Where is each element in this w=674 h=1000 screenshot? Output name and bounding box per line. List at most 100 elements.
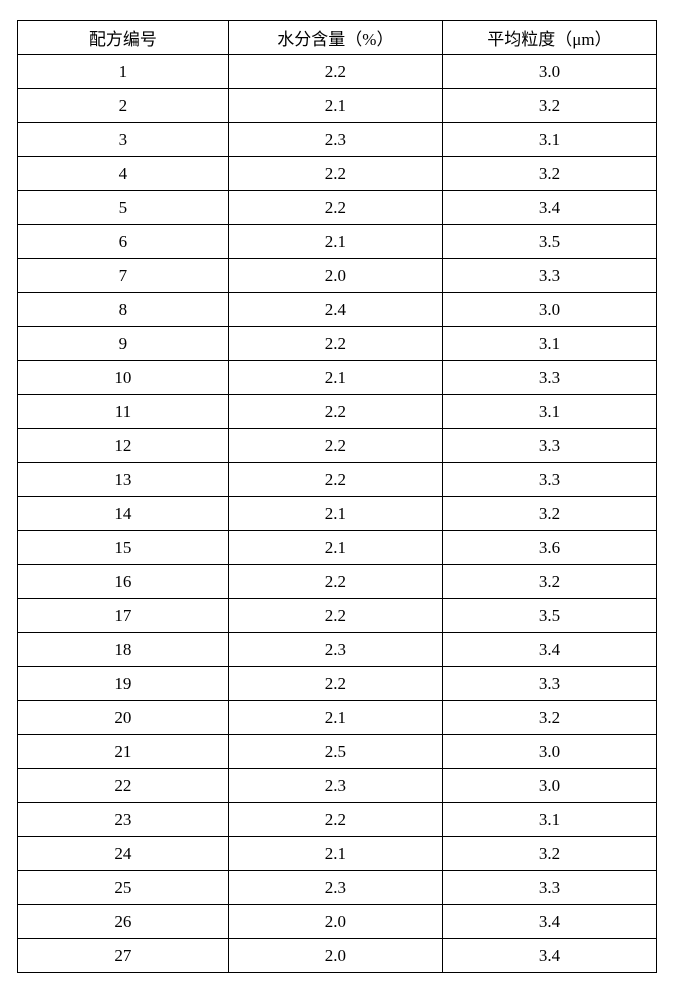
table-cell: 3.4 [442,905,656,939]
table-row: 62.13.5 [18,225,657,259]
table-cell: 3.0 [442,769,656,803]
table-cell: 14 [18,497,229,531]
table-cell: 3.1 [442,803,656,837]
table-cell: 3.5 [442,225,656,259]
table-row: 32.33.1 [18,123,657,157]
table-cell: 3.3 [442,429,656,463]
table-cell: 18 [18,633,229,667]
table-cell: 2.4 [228,293,442,327]
table-row: 142.13.2 [18,497,657,531]
table-cell: 3 [18,123,229,157]
table-cell: 2.5 [228,735,442,769]
table-row: 92.23.1 [18,327,657,361]
table-cell: 6 [18,225,229,259]
table-cell: 11 [18,395,229,429]
table-cell: 2.1 [228,837,442,871]
column-header-particle: 平均粒度（μm） [442,21,656,55]
table-cell: 2.1 [228,89,442,123]
table-row: 182.33.4 [18,633,657,667]
table-cell: 3.3 [442,463,656,497]
table-cell: 2.2 [228,55,442,89]
table-cell: 2.1 [228,701,442,735]
table-row: 232.23.1 [18,803,657,837]
table-cell: 3.4 [442,633,656,667]
table-row: 252.33.3 [18,871,657,905]
table-cell: 2.2 [228,429,442,463]
table-row: 122.23.3 [18,429,657,463]
table-cell: 3.0 [442,55,656,89]
table-row: 42.23.2 [18,157,657,191]
table-cell: 2.0 [228,905,442,939]
table-cell: 7 [18,259,229,293]
table-cell: 2.2 [228,599,442,633]
table-cell: 2.2 [228,803,442,837]
table-cell: 3.4 [442,191,656,225]
table-row: 162.23.2 [18,565,657,599]
table-cell: 27 [18,939,229,973]
table-cell: 13 [18,463,229,497]
table-cell: 3.1 [442,123,656,157]
table-row: 22.13.2 [18,89,657,123]
table-cell: 2.2 [228,327,442,361]
table-cell: 3.2 [442,701,656,735]
table-cell: 2.0 [228,259,442,293]
table-cell: 2.3 [228,633,442,667]
table-cell: 26 [18,905,229,939]
table-cell: 5 [18,191,229,225]
table-row: 242.13.2 [18,837,657,871]
table-cell: 1 [18,55,229,89]
table-cell: 16 [18,565,229,599]
table-cell: 2.2 [228,395,442,429]
table-cell: 20 [18,701,229,735]
column-header-id: 配方编号 [18,21,229,55]
data-table: 配方编号 水分含量（%） 平均粒度（μm） 12.23.022.13.232.3… [17,20,657,973]
table-row: 152.13.6 [18,531,657,565]
table-cell: 2 [18,89,229,123]
table-cell: 2.0 [228,939,442,973]
table-cell: 3.0 [442,293,656,327]
data-table-container: 配方编号 水分含量（%） 平均粒度（μm） 12.23.022.13.232.3… [17,20,657,973]
table-cell: 2.3 [228,123,442,157]
table-cell: 2.1 [228,497,442,531]
table-cell: 2.1 [228,531,442,565]
table-cell: 15 [18,531,229,565]
table-cell: 19 [18,667,229,701]
table-cell: 3.3 [442,871,656,905]
table-cell: 3.5 [442,599,656,633]
table-cell: 3.2 [442,89,656,123]
table-cell: 3.1 [442,327,656,361]
table-row: 222.33.0 [18,769,657,803]
table-cell: 2.2 [228,463,442,497]
table-cell: 2.3 [228,871,442,905]
table-cell: 17 [18,599,229,633]
table-cell: 2.1 [228,225,442,259]
table-cell: 3.1 [442,395,656,429]
table-row: 52.23.4 [18,191,657,225]
table-body: 12.23.022.13.232.33.142.23.252.23.462.13… [18,55,657,973]
table-cell: 3.3 [442,361,656,395]
table-cell: 2.2 [228,565,442,599]
table-row: 112.23.1 [18,395,657,429]
table-cell: 3.4 [442,939,656,973]
table-cell: 24 [18,837,229,871]
table-cell: 2.1 [228,361,442,395]
table-row: 202.13.2 [18,701,657,735]
table-cell: 2.3 [228,769,442,803]
table-cell: 2.2 [228,157,442,191]
table-cell: 3.2 [442,157,656,191]
table-cell: 25 [18,871,229,905]
column-header-moisture: 水分含量（%） [228,21,442,55]
table-cell: 3.3 [442,259,656,293]
table-cell: 3.6 [442,531,656,565]
table-row: 192.23.3 [18,667,657,701]
table-cell: 21 [18,735,229,769]
table-header-row: 配方编号 水分含量（%） 平均粒度（μm） [18,21,657,55]
table-cell: 4 [18,157,229,191]
table-cell: 10 [18,361,229,395]
table-row: 272.03.4 [18,939,657,973]
table-row: 132.23.3 [18,463,657,497]
table-cell: 3.0 [442,735,656,769]
table-row: 212.53.0 [18,735,657,769]
table-cell: 3.2 [442,837,656,871]
table-cell: 22 [18,769,229,803]
